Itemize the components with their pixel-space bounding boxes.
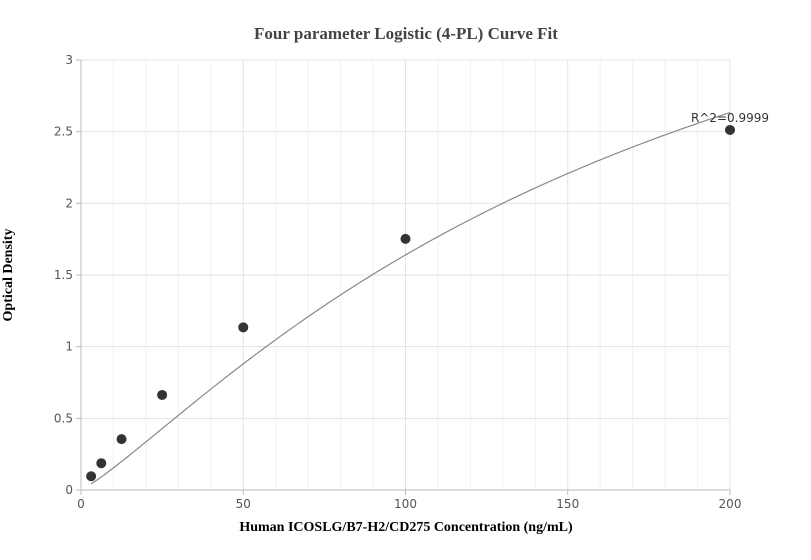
x-tick-label: 0 <box>77 497 85 511</box>
data-point <box>86 471 97 482</box>
x-tick-label: 200 <box>719 497 742 511</box>
data-point <box>96 458 107 469</box>
y-tick-label: 3 <box>65 53 73 67</box>
data-points <box>86 124 735 482</box>
fit-curve <box>90 111 731 485</box>
data-point <box>157 389 168 400</box>
data-point <box>400 233 411 244</box>
x-axis-ticks: 0 50 100 150 200 <box>77 490 741 511</box>
r-squared-annotation: R^2=0.9999 <box>691 111 769 125</box>
y-tick-label: 2.5 <box>54 125 73 139</box>
y-tick-label: 1.5 <box>54 268 73 282</box>
x-tick-label: 100 <box>394 497 417 511</box>
y-axis-ticks: 0 0.5 1 1.5 2 2.5 3 <box>54 53 81 497</box>
x-tick-label: 150 <box>556 497 579 511</box>
y-tick-label: 0 <box>65 483 73 497</box>
grid <box>81 59 731 490</box>
y-tick-label: 1 <box>65 340 73 354</box>
data-point <box>725 124 735 135</box>
x-axis-title: Human ICOSLG/B7-H2/CD275 Concentration (… <box>239 520 573 535</box>
data-point <box>238 322 249 333</box>
chart-title: Four parameter Logistic (4-PL) Curve Fit <box>254 24 558 43</box>
y-tick-label: 0.5 <box>54 411 73 425</box>
y-axis-title: Optical Density <box>1 229 16 322</box>
y-tick-label: 2 <box>65 196 73 210</box>
data-point <box>116 434 127 445</box>
x-tick-label: 50 <box>236 497 251 511</box>
